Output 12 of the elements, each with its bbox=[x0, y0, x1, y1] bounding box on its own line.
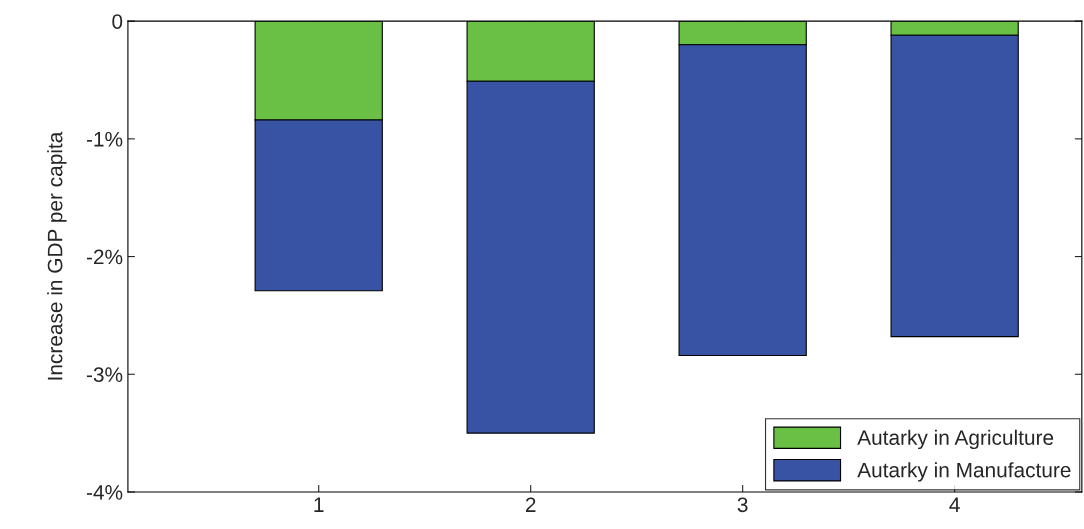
y-tick-label: -4% bbox=[86, 485, 123, 500]
y-axis-title: Increase in GDP per capita bbox=[47, 131, 67, 380]
x-tick-label: 3 bbox=[737, 497, 748, 513]
legend-label: Autarky in Manufacture bbox=[857, 462, 1071, 482]
legend-label: Autarky in Agriculture bbox=[857, 429, 1054, 450]
y-tick-label: -1% bbox=[86, 131, 123, 147]
y-tick-label: -3% bbox=[86, 367, 123, 383]
y-tick-label: -2% bbox=[86, 249, 123, 265]
x-tick-label: 4 bbox=[949, 497, 960, 512]
x-tick-label: 2 bbox=[525, 497, 536, 512]
x-tick-label: 1 bbox=[314, 497, 324, 512]
y-tick-label: 0 bbox=[112, 14, 123, 29]
